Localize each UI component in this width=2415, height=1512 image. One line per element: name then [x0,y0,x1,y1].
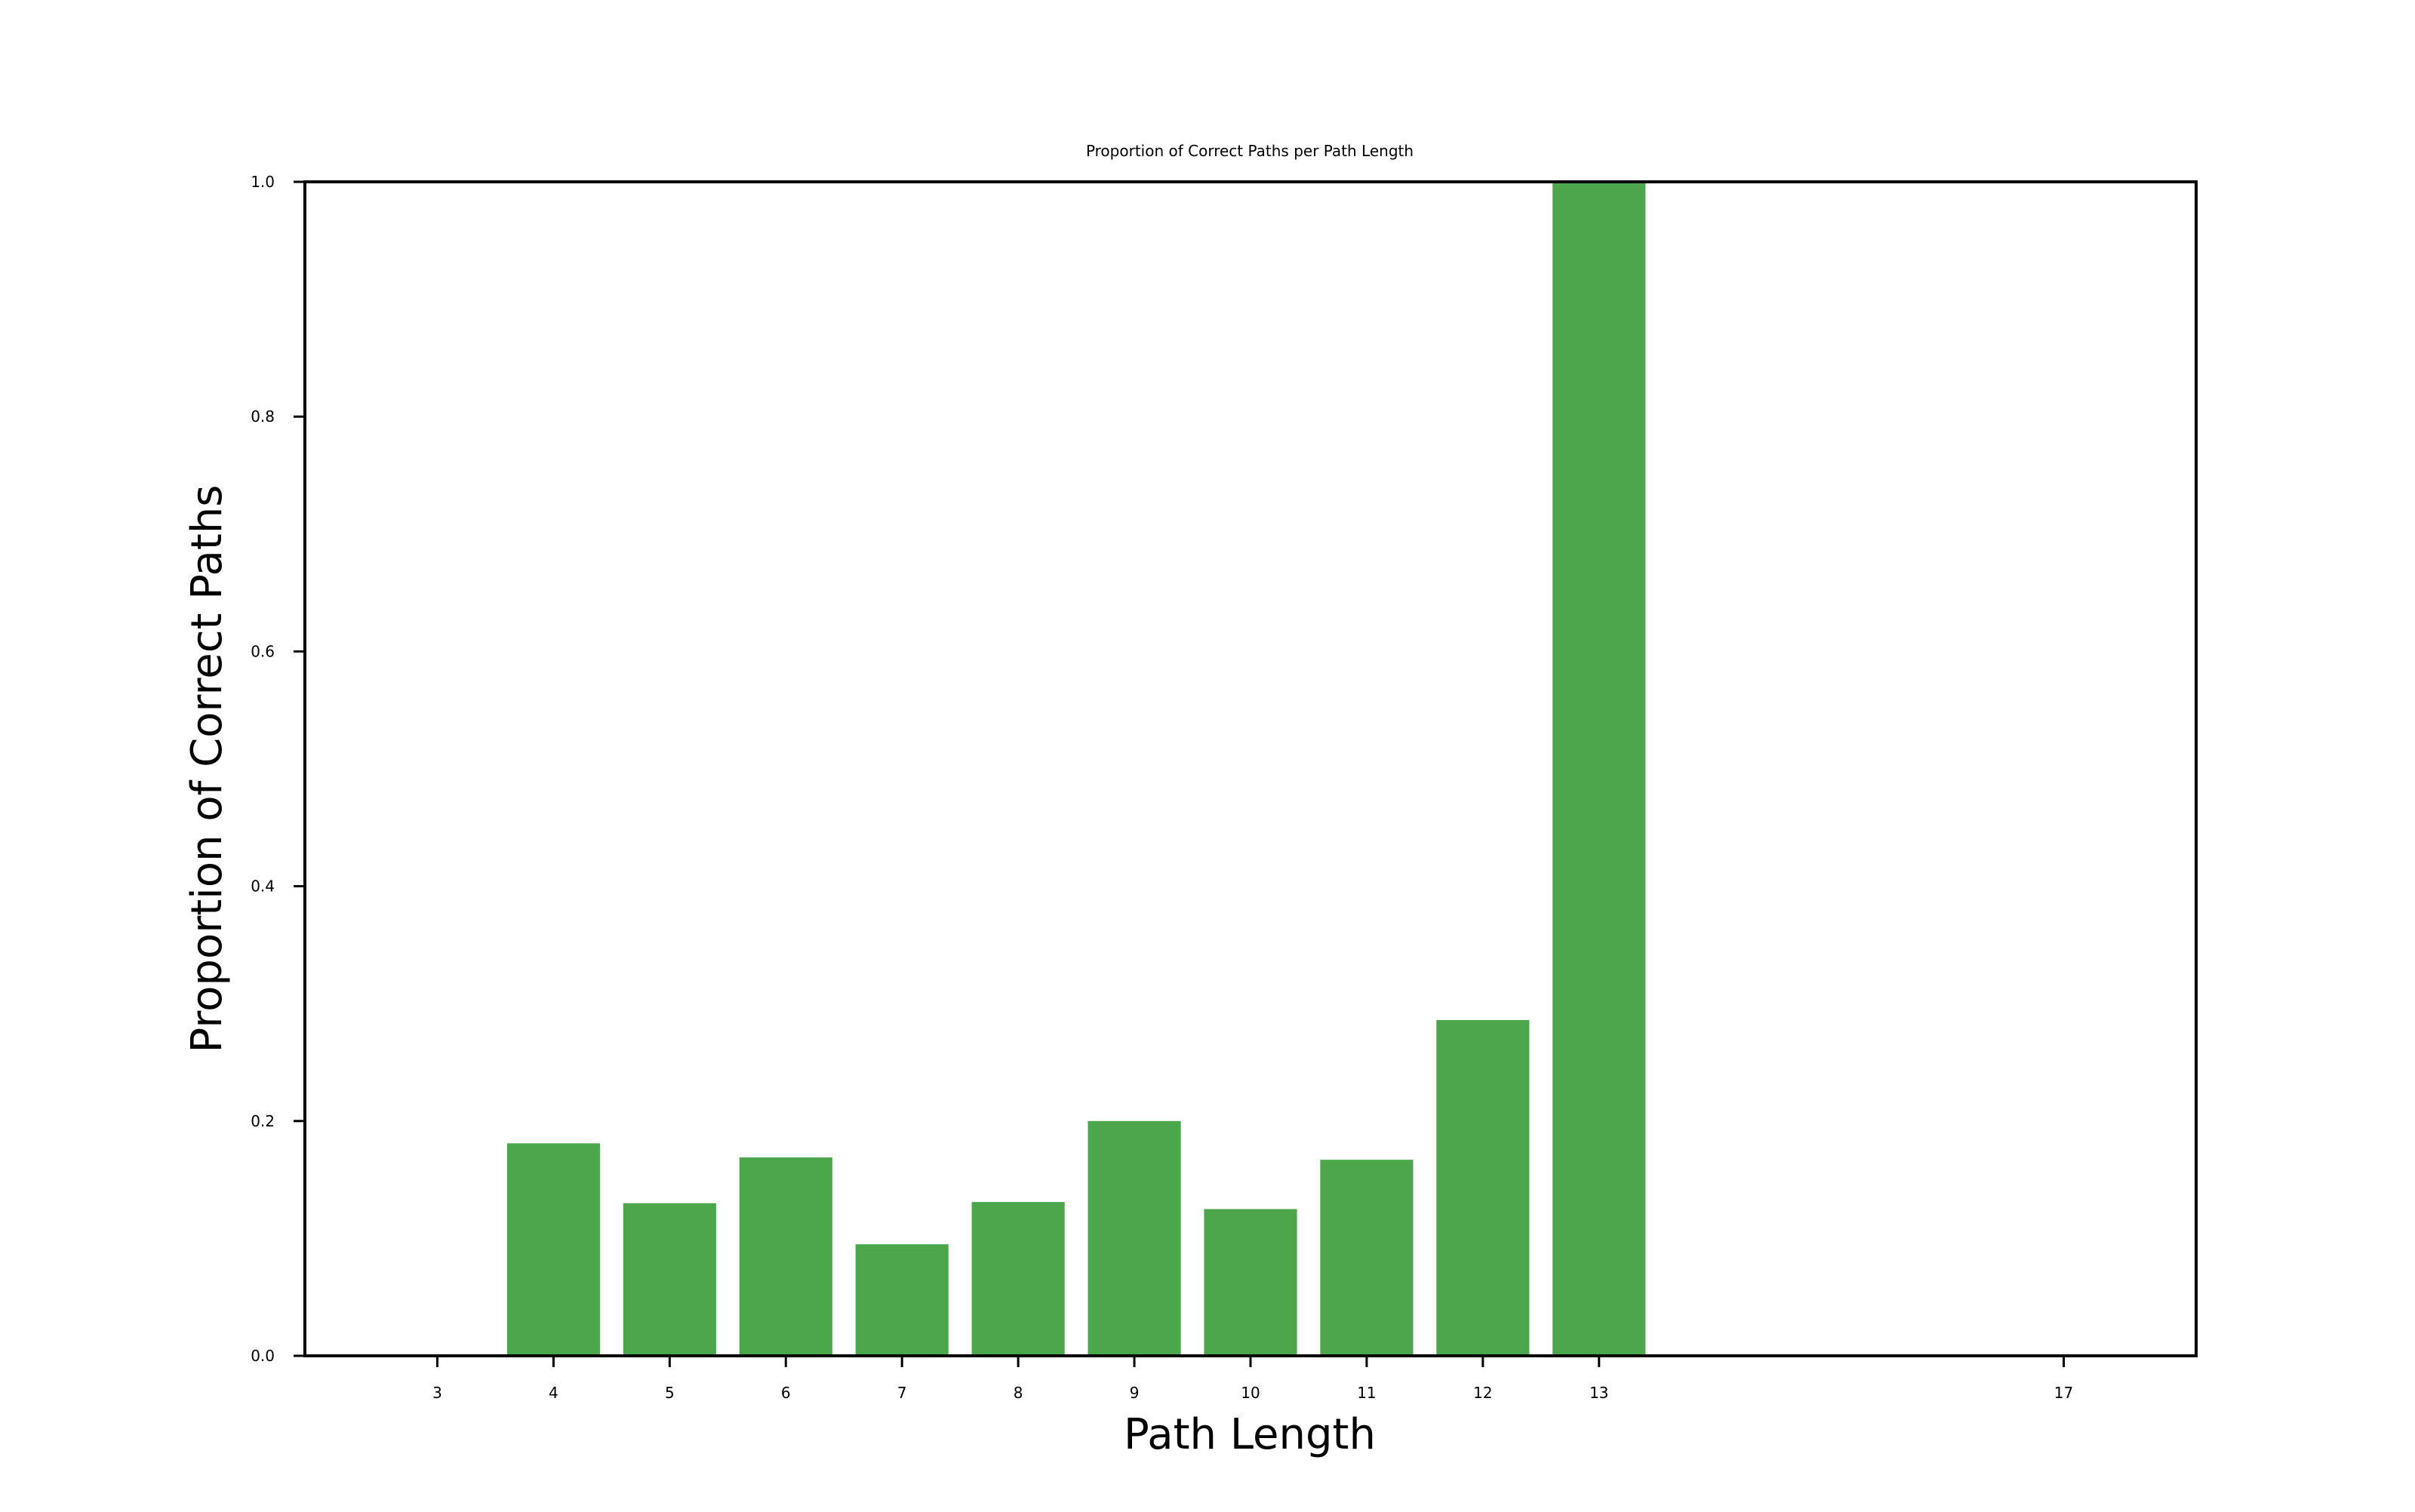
bar-11 [1320,1160,1414,1356]
x-tick-label: 17 [2054,1384,2073,1402]
y-tick-label: 0.6 [251,642,275,660]
x-axis-ticks: 3 4 5 6 7 8 9 10 11 12 13 17 [432,1356,2073,1402]
x-tick-label: 5 [665,1384,675,1402]
bar-12 [1436,1019,1530,1356]
bar-6 [739,1157,832,1356]
x-axis-label: Path Length [1124,1410,1376,1459]
x-tick-label: 6 [781,1384,791,1402]
y-tick-label: 0.2 [251,1112,275,1130]
bar-7 [855,1244,949,1356]
plot-frame [303,180,2198,1357]
y-tick-label: 0.0 [251,1347,275,1365]
x-tick-label: 10 [1241,1384,1260,1402]
bar-9 [1088,1120,1181,1356]
bar-10 [1204,1209,1297,1356]
y-axis-label: Proportion of Correct Paths [183,485,232,1053]
x-tick-label: 8 [1014,1384,1023,1402]
bar-13 [1552,182,1646,1356]
y-tick-label: 1.0 [251,173,275,191]
x-tick-label: 4 [549,1384,558,1402]
y-tick-label: 0.4 [251,877,275,896]
x-tick-label: 12 [1473,1384,1492,1402]
bar-8 [971,1202,1065,1356]
bar-5 [623,1203,716,1356]
chart-title: Proportion of Correct Paths per Path Len… [1086,142,1414,160]
y-tick-label: 0.8 [251,407,275,426]
x-tick-label: 9 [1130,1384,1140,1402]
x-tick-label: 13 [1589,1384,1608,1402]
y-axis-ticks: 0.0 0.2 0.4 0.6 0.8 1.0 [251,173,305,1365]
bars-layer [506,182,1646,1356]
x-tick-label: 3 [432,1384,442,1402]
x-tick-label: 7 [897,1384,907,1402]
x-tick-label: 11 [1357,1384,1376,1402]
bar-4 [506,1143,600,1356]
